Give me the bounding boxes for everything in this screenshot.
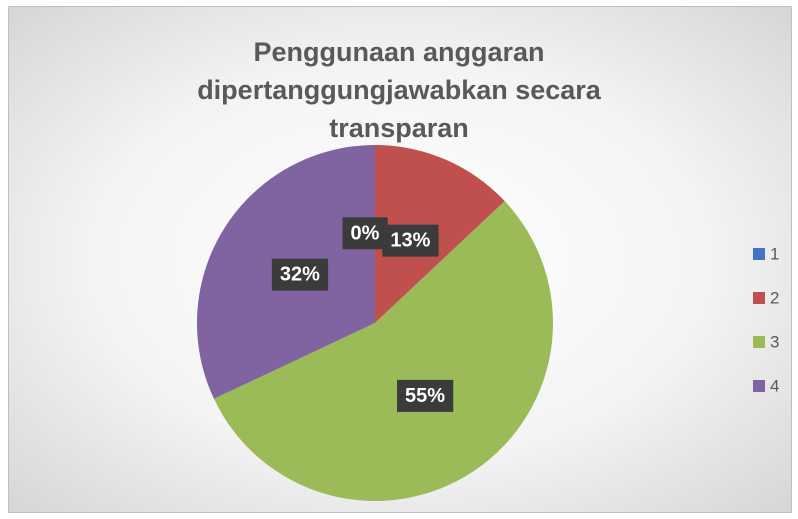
data-label-box — [382, 224, 439, 257]
data-label-group: 55% — [397, 379, 454, 412]
chart-frame: Penggunaan anggaran dipertanggungjawabka… — [8, 6, 792, 513]
legend-label: 4 — [770, 376, 779, 395]
legend-swatch — [753, 248, 765, 260]
legend-label: 1 — [770, 244, 779, 263]
data-label: 0% — [351, 222, 380, 244]
data-label-group: 32% — [271, 258, 329, 291]
data-label-box — [271, 258, 329, 291]
pie-slice — [375, 145, 505, 323]
data-label: 32% — [280, 264, 320, 286]
data-label-group: 13% — [382, 224, 439, 257]
legend-swatch — [753, 380, 765, 392]
legend-label: 3 — [770, 332, 779, 351]
data-label-box — [342, 217, 388, 250]
pie-slice — [213, 201, 554, 502]
data-label-box — [397, 379, 454, 412]
chart: 0% 13% 55% 32% 1 2 3 4 — [196, 145, 779, 502]
legend-swatch — [753, 292, 765, 304]
chart-title: Penggunaan anggaran dipertanggungjawabka… — [197, 37, 601, 143]
data-label-group: 0% — [342, 217, 388, 250]
legend-label: 2 — [770, 288, 779, 307]
data-label: 13% — [390, 230, 430, 252]
data-label: 55% — [405, 385, 445, 407]
legend-swatch — [753, 336, 765, 348]
